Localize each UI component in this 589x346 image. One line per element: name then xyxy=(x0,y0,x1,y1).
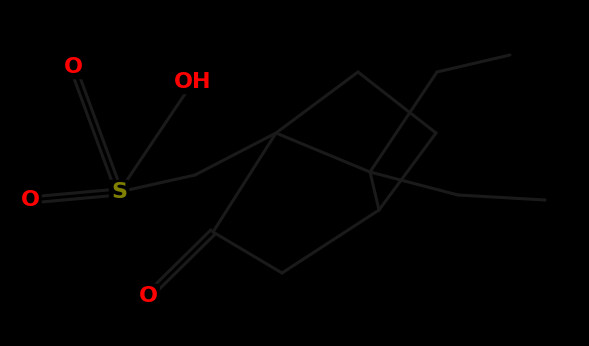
Text: O: O xyxy=(21,190,39,210)
Text: O: O xyxy=(138,286,157,306)
Text: O: O xyxy=(64,57,82,77)
Text: S: S xyxy=(111,182,127,202)
Text: OH: OH xyxy=(174,72,212,92)
